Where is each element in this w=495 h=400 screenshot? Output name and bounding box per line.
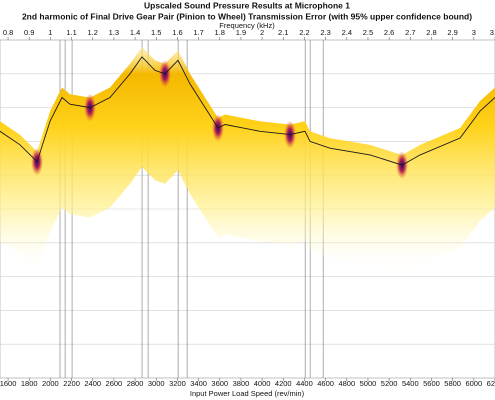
x2-tick-label: 0.8: [3, 28, 13, 37]
x-tick-label: 5200: [381, 379, 398, 388]
x-tick-label: 3800: [233, 379, 250, 388]
x-tick-label: 2000: [42, 379, 59, 388]
x2-tick-label: 2.8: [426, 28, 436, 37]
x-axis-label: Input Power Load Speed (rev/min): [190, 389, 305, 398]
x-tick-label: 2800: [127, 379, 144, 388]
x-tick-label: 5000: [360, 379, 377, 388]
x-tick-label: 3400: [190, 379, 207, 388]
x2-tick-label: 2.4: [342, 28, 352, 37]
x2-tick-label: 3.1: [490, 28, 495, 37]
x2-tick-label: 3: [472, 28, 476, 37]
x-tick-label: 4200: [275, 379, 292, 388]
x2-tick-label: 2.1: [278, 28, 288, 37]
x-tick-label: 4400: [296, 379, 313, 388]
x2-tick-label: 2.7: [405, 28, 415, 37]
x-tick-label: 5800: [444, 379, 461, 388]
x2-tick-label: 2.2: [299, 28, 309, 37]
x2-tick-label: 2: [260, 28, 264, 37]
x-tick-label: 3600: [211, 379, 228, 388]
x-tick-label: 2200: [63, 379, 80, 388]
x2-tick-label: 1.6: [172, 28, 182, 37]
x-tick-label: 2600: [106, 379, 123, 388]
x2-tick-label: 2.6: [384, 28, 394, 37]
x-tick-label: 6200: [487, 379, 495, 388]
x-tick-label: 6000: [465, 379, 482, 388]
x2-tick-label: 1.4: [130, 28, 140, 37]
confidence-band: [0, 46, 495, 276]
x-tick-label: 4600: [317, 379, 334, 388]
x2-tick-label: 1: [48, 28, 52, 37]
x2-tick-label: 1.5: [151, 28, 161, 37]
x-tick-label: 1800: [21, 379, 38, 388]
x2-tick-label: 1.9: [236, 28, 246, 37]
x2-tick-label: 2.9: [447, 28, 457, 37]
x2-tick-label: 0.9: [24, 28, 34, 37]
response-line: [0, 56, 495, 166]
x-tick-label: 2400: [84, 379, 101, 388]
x-tick-label: 3200: [169, 379, 186, 388]
x-tick-label: 1600: [0, 379, 16, 388]
x2-axis-label: Frequency (kHz): [219, 21, 275, 30]
plot: [0, 46, 495, 276]
chart-subtitle: 2nd harmonic of Final Drive Gear Pair (P…: [22, 11, 472, 21]
x2-tick-label: 1.2: [88, 28, 98, 37]
x-tick-label: 5600: [423, 379, 440, 388]
x2-tick-label: 2.3: [320, 28, 330, 37]
x2-tick-label: 1.3: [109, 28, 119, 37]
x-tick-label: 4800: [338, 379, 355, 388]
x2-tick-label: 2.5: [363, 28, 373, 37]
x2-tick-label: 1.7: [193, 28, 203, 37]
chart-title: Upscaled Sound Pressure Results at Micro…: [144, 0, 350, 10]
x-tick-label: 3000: [148, 379, 165, 388]
x2-tick-label: 1.8: [215, 28, 225, 37]
x2-tick-label: 1.1: [66, 28, 76, 37]
x-tick-label: 4000: [254, 379, 271, 388]
x-tick-label: 5400: [402, 379, 419, 388]
